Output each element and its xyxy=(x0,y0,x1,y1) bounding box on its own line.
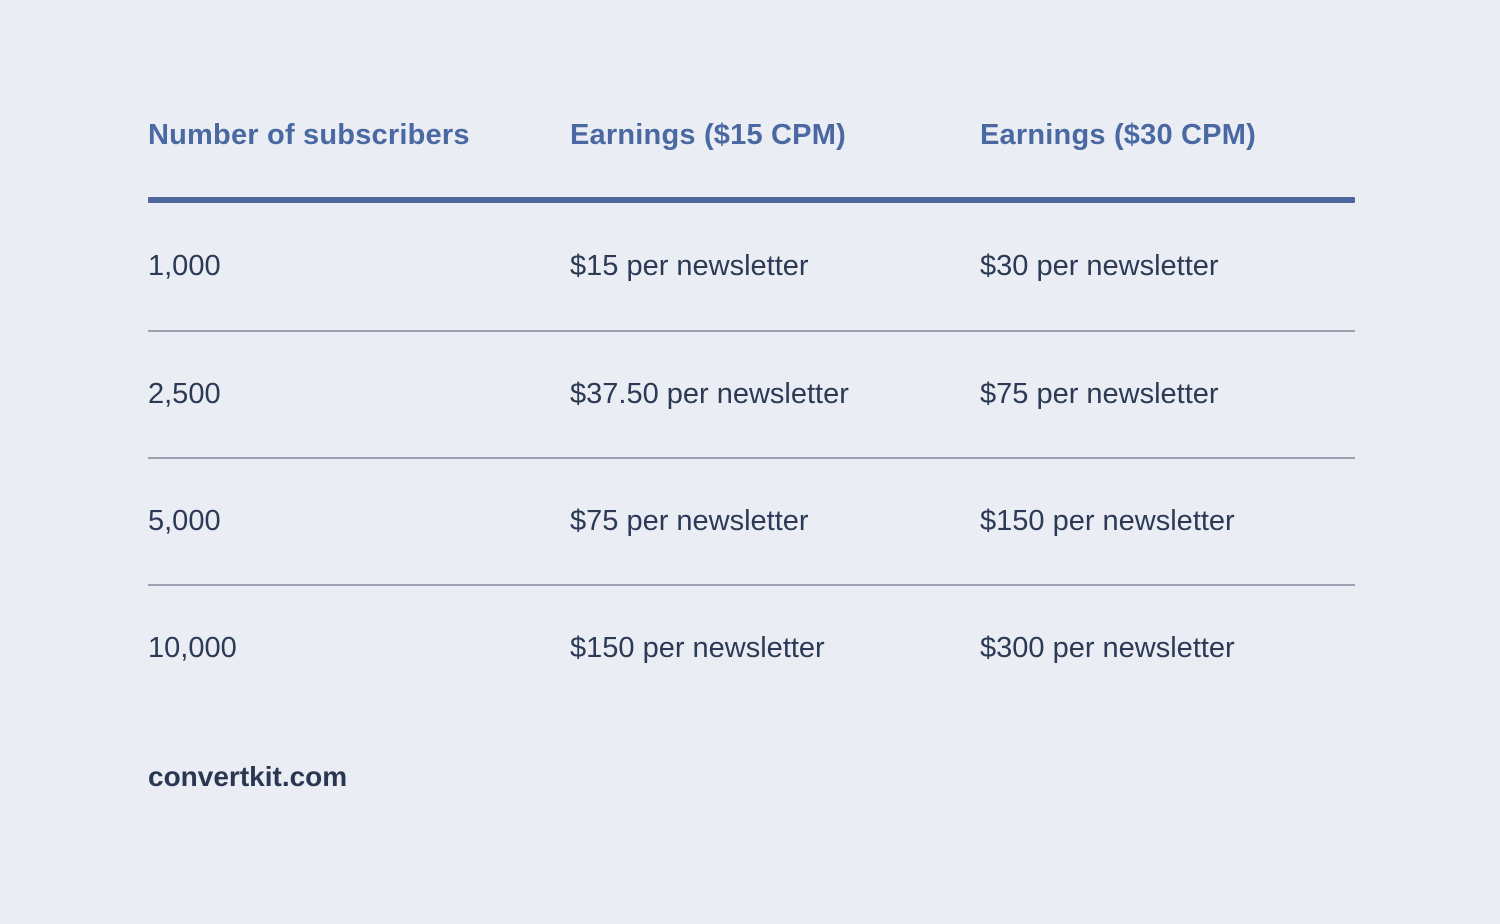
cell-earnings-30cpm: $30 per newsletter xyxy=(980,250,1219,283)
column-header-earnings-15cpm: Earnings ($15 CPM) xyxy=(570,119,846,151)
table-row: 1,000 $15 per newsletter $30 per newslet… xyxy=(148,203,1355,330)
table-row: 10,000 $150 per newsletter $300 per news… xyxy=(148,584,1355,711)
cell-earnings-15cpm: $75 per newsletter xyxy=(570,505,809,538)
cell-earnings-30cpm: $150 per newsletter xyxy=(980,505,1235,538)
cell-subscribers: 5,000 xyxy=(148,505,221,538)
source-attribution: convertkit.com xyxy=(148,761,348,792)
table-header-row: Number of subscribers Earnings ($15 CPM)… xyxy=(148,112,1355,197)
cell-earnings-15cpm: $150 per newsletter xyxy=(570,632,825,665)
column-header-subscribers: Number of subscribers xyxy=(148,119,470,151)
cell-earnings-15cpm: $15 per newsletter xyxy=(570,250,809,283)
earnings-table: Number of subscribers Earnings ($15 CPM)… xyxy=(148,112,1355,711)
cell-subscribers: 1,000 xyxy=(148,250,221,283)
cell-earnings-30cpm: $75 per newsletter xyxy=(980,378,1219,411)
table-row: 5,000 $75 per newsletter $150 per newsle… xyxy=(148,457,1355,584)
cell-subscribers: 10,000 xyxy=(148,632,237,665)
column-header-earnings-30cpm: Earnings ($30 CPM) xyxy=(980,119,1256,151)
table-body: 1,000 $15 per newsletter $30 per newslet… xyxy=(148,203,1355,711)
cell-earnings-15cpm: $37.50 per newsletter xyxy=(570,378,849,411)
table-row: 2,500 $37.50 per newsletter $75 per news… xyxy=(148,330,1355,457)
infographic-canvas: Number of subscribers Earnings ($15 CPM)… xyxy=(148,112,1355,793)
cell-earnings-30cpm: $300 per newsletter xyxy=(980,632,1235,665)
header-rule xyxy=(148,197,1355,203)
cell-subscribers: 2,500 xyxy=(148,378,221,411)
